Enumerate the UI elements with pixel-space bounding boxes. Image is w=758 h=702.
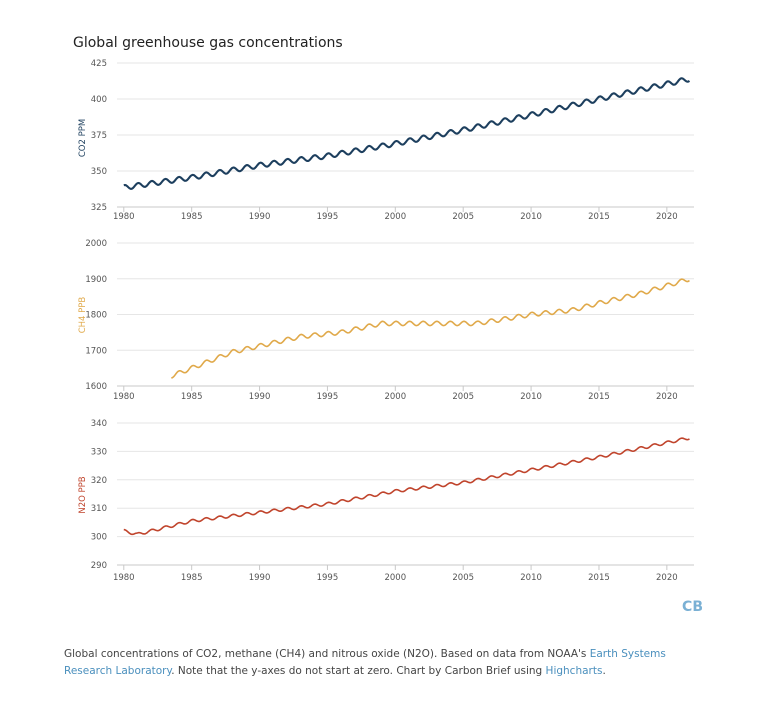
ch4-y-tick-label: 1700 <box>85 346 107 356</box>
ch4-x-tick-label: 1990 <box>249 392 271 402</box>
n2o-series-line <box>123 437 690 536</box>
caption-middle: . Note that the y-axes do not start at z… <box>171 665 546 677</box>
ch4-x-tick-label: 2005 <box>452 392 474 402</box>
ch4-x-tick-label: 1980 <box>113 392 135 402</box>
co2-x-tick-label: 2015 <box>588 212 610 222</box>
ch4-y-tick-label: 1800 <box>85 311 107 321</box>
co2-x-tick-label: 2000 <box>384 212 406 222</box>
n2o-y-tick-label: 330 <box>91 447 107 457</box>
caption-suffix: . <box>602 665 606 677</box>
n2o-x-tick-label: 2000 <box>384 573 406 583</box>
n2o-x-tick-label: 2010 <box>520 573 542 583</box>
ch4-y-tick-label: 1900 <box>85 275 107 285</box>
n2o-x-tick-label: 1980 <box>113 573 135 583</box>
n2o-y-tick-label: 300 <box>91 533 107 543</box>
co2-x-tick-label: 2005 <box>452 212 474 222</box>
ch4-y-tick-label: 2000 <box>85 239 107 249</box>
ch4-x-tick-label: 2015 <box>588 392 610 402</box>
co2-y-tick-label: 350 <box>91 167 107 177</box>
ch4-x-tick-label: 2020 <box>656 392 678 402</box>
co2-y-tick-label: 400 <box>91 95 107 105</box>
co2-panel: 325 350 375 400 425 1980 1985 1990 1995 2000 2005 2… <box>78 59 694 222</box>
n2o-y-tick-label: 310 <box>91 504 107 514</box>
n2o-y-tick-label: 290 <box>91 561 107 571</box>
n2o-x-tick-label: 1990 <box>249 573 271 583</box>
co2-y-axis-title: CO2 PPM <box>78 119 88 157</box>
co2-x-tick-label: 2010 <box>520 212 542 222</box>
ch4-panel: 1600 1700 1800 1900 2000 1980 1985 1990 1995 2000… <box>78 239 694 402</box>
ch4-y-axis-title: CH4 PPB <box>78 297 88 334</box>
ch4-x-tick-label: 2000 <box>384 392 406 402</box>
n2o-x-tick-label: 1985 <box>181 573 203 583</box>
co2-y-tick-label: 375 <box>91 131 107 141</box>
ch4-x-tick-label: 1995 <box>317 392 339 402</box>
n2o-x-tick-label: 2015 <box>588 573 610 583</box>
chart-title: Global greenhouse gas concentrations <box>73 35 343 51</box>
ch4-y-tick-label: 1600 <box>85 382 107 392</box>
n2o-x-tick-label: 2005 <box>452 573 474 583</box>
co2-series-line <box>123 77 691 190</box>
co2-x-tick-label: 1980 <box>113 212 135 222</box>
n2o-y-tick-label: 340 <box>91 419 107 429</box>
highcharts-link[interactable]: Highcharts <box>545 665 603 677</box>
caption-prefix: Global concentrations of CO2, methane (C… <box>64 648 590 660</box>
n2o-x-tick-label: 2020 <box>656 573 678 583</box>
co2-x-tick-label: 1985 <box>181 212 203 222</box>
n2o-y-axis-title: N2O PPB <box>78 476 88 513</box>
ch4-x-tick-label: 2010 <box>520 392 542 402</box>
co2-x-tick-label: 2020 <box>656 212 678 222</box>
carbon-brief-logo: CB <box>682 599 703 615</box>
co2-y-tick-label: 425 <box>91 59 107 69</box>
co2-y-tick-label: 325 <box>91 203 107 213</box>
n2o-x-tick-label: 1995 <box>317 573 339 583</box>
n2o-panel: 290 300 310 320 330 340 1980 1985 1990 1995 2000 20… <box>78 419 694 583</box>
n2o-y-tick-label: 320 <box>91 476 107 486</box>
greenhouse-gas-chart: Global greenhouse gas concentrations 325… <box>73 35 703 615</box>
esrl-link[interactable]: Earth Systems Research Laboratory <box>64 648 666 677</box>
co2-x-tick-label: 1990 <box>249 212 271 222</box>
chart-caption: Global concentrations of CO2, methane (C… <box>64 646 704 680</box>
ch4-x-tick-label: 1985 <box>181 392 203 402</box>
ch4-series-line <box>171 278 690 379</box>
co2-x-tick-label: 1995 <box>317 212 339 222</box>
